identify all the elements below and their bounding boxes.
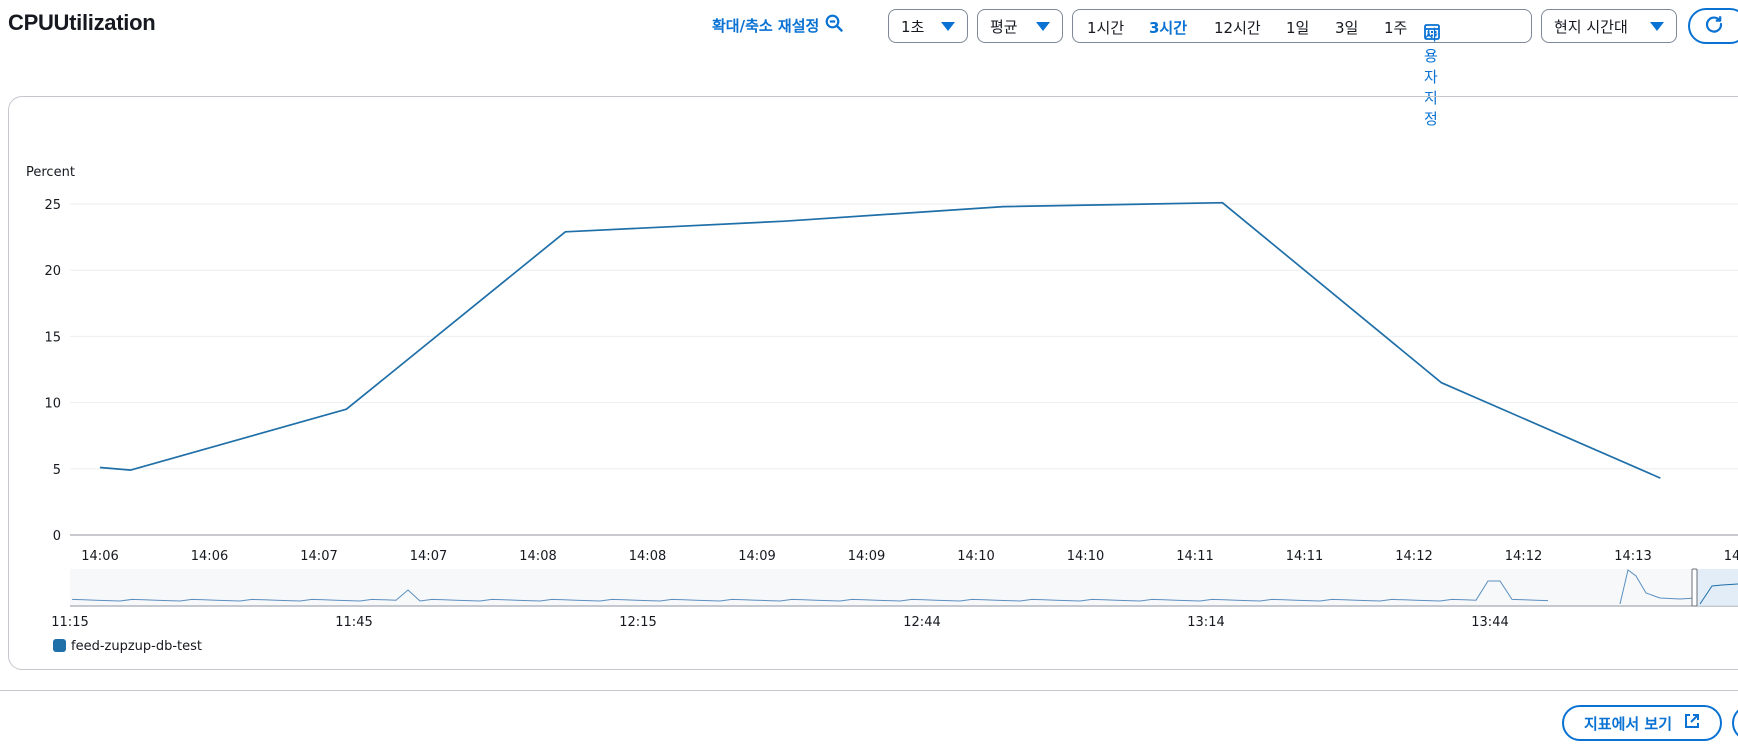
x-tick-label: 14:06 <box>81 549 118 564</box>
x-tick-label: 14:09 <box>848 549 885 564</box>
view-in-metrics-label: 지표에서 보기 <box>1583 714 1673 733</box>
statistic-value: 평균 <box>990 17 1018 36</box>
range-option-3d[interactable]: 3일 <box>1335 19 1359 37</box>
more-button[interactable] <box>1732 705 1738 741</box>
navigator-series-line <box>71 580 1549 602</box>
navigator-tick-label: 13:14 <box>1187 615 1224 630</box>
y-tick-label: 25 <box>44 198 61 213</box>
chevron-down-icon <box>941 21 955 31</box>
x-tick-label: 14:12 <box>1505 549 1542 564</box>
x-tick-label: 14:12 <box>1395 549 1432 564</box>
navigator-tick-label: 12:15 <box>619 615 656 630</box>
custom-range-label: 사용자 지정 <box>1424 26 1438 128</box>
refresh-button[interactable] <box>1688 8 1738 44</box>
navigator-tick-label: 13:44 <box>1471 615 1508 630</box>
x-tick-label: 14:10 <box>1067 549 1104 564</box>
y-tick-label: 10 <box>44 397 61 412</box>
y-tick-label: 5 <box>53 463 61 478</box>
cpu-chart: Percent 0 5 10 15 20 25 14:06 14:06 14:07 14:07 1… <box>26 165 1738 654</box>
navigator-series-line <box>1619 569 1697 605</box>
range-option-3h[interactable]: 3시간 <box>1149 19 1188 37</box>
legend-swatch <box>53 639 66 652</box>
navigator-selection[interactable] <box>1694 569 1738 606</box>
x-tick-label: 14:13 <box>1724 549 1738 564</box>
chart-card <box>8 96 1738 670</box>
timezone-value: 현지 시간대 <box>1554 17 1628 36</box>
zoom-out-icon <box>825 14 844 36</box>
navigator-selected-line <box>1699 583 1738 605</box>
x-tick-label: 14:08 <box>519 549 556 564</box>
x-tick-label: 14:11 <box>1176 549 1213 564</box>
chevron-down-icon <box>1036 21 1050 31</box>
period-dropdown[interactable]: 1초 <box>888 9 968 43</box>
series-line <box>99 201 1661 479</box>
range-option-12h[interactable]: 12시간 <box>1214 19 1261 37</box>
calendar-icon <box>1424 24 1440 44</box>
time-navigator[interactable] <box>70 568 1738 607</box>
legend-label: feed-zupzup-db-test <box>71 639 202 654</box>
statistic-dropdown[interactable]: 평균 <box>977 9 1063 43</box>
page-title: CPUUtilization <box>8 10 156 35</box>
range-option-1w[interactable]: 1주 <box>1384 19 1408 37</box>
divider <box>0 690 1738 691</box>
x-tick-label: 14:06 <box>191 549 228 564</box>
timezone-dropdown[interactable]: 현지 시간대 <box>1541 9 1677 43</box>
y-tick-label: 20 <box>44 264 61 279</box>
range-option-1d[interactable]: 1일 <box>1286 19 1310 37</box>
navigator-tick-label: 11:45 <box>335 615 372 630</box>
navigator-tick-label: 11:15 <box>51 615 88 630</box>
range-option-1h[interactable]: 1시간 <box>1087 19 1125 37</box>
period-value: 1초 <box>901 17 925 36</box>
legend: feed-zupzup-db-test <box>53 639 202 654</box>
time-range-selector: 1시간 3시간 12시간 1일 3일 1주 사용자 지정 <box>1072 9 1532 128</box>
x-tick-label: 14:08 <box>629 549 666 564</box>
x-tick-label: 14:10 <box>957 549 994 564</box>
y-axis-label: Percent <box>26 165 75 180</box>
view-in-metrics-button[interactable]: 지표에서 보기 <box>1562 705 1722 741</box>
y-tick-label: 0 <box>53 529 61 544</box>
external-link-icon <box>1684 713 1700 733</box>
reset-zoom-label: 확대/축소 재설정 <box>712 16 820 35</box>
navigator-handle[interactable] <box>1691 568 1698 607</box>
x-tick-label: 14:13 <box>1614 549 1651 564</box>
x-tick-label: 14:07 <box>410 549 447 564</box>
navigator-tick-label: 12:44 <box>903 615 940 630</box>
y-tick-label: 15 <box>44 330 61 345</box>
x-tick-label: 14:09 <box>738 549 775 564</box>
chevron-down-icon <box>1650 21 1664 31</box>
reset-zoom-button[interactable]: 확대/축소 재설정 <box>712 14 844 36</box>
x-tick-label: 14:11 <box>1286 549 1323 564</box>
x-tick-label: 14:07 <box>300 549 337 564</box>
refresh-icon <box>1704 14 1724 38</box>
